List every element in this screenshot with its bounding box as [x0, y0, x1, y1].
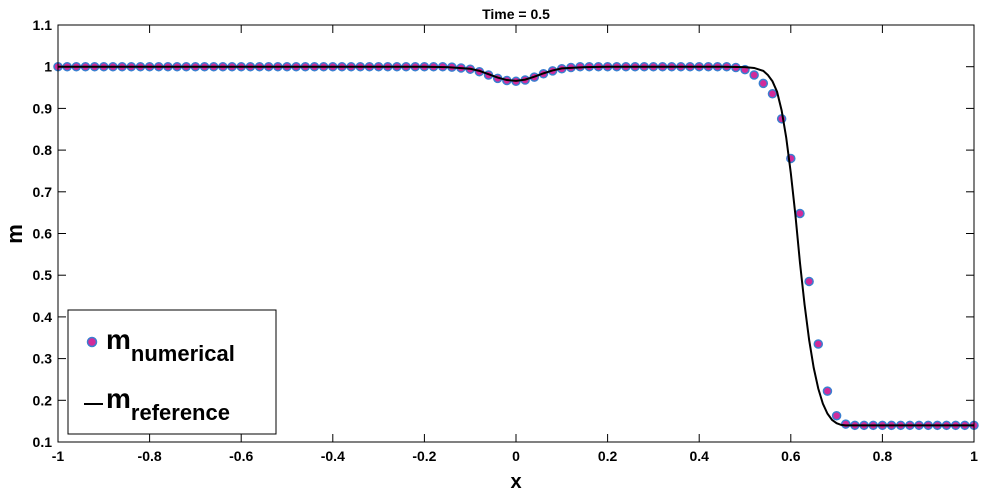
legend-numerical-sub: numerical: [131, 341, 235, 366]
reference-line: [58, 65, 974, 427]
y-tick-label: 0.9: [33, 100, 53, 116]
x-tick-label: 0.8: [873, 448, 893, 464]
x-tick-label: 1: [970, 448, 978, 464]
y-tick-label: 0.3: [33, 351, 53, 367]
numerical-point: [795, 208, 805, 219]
x-tick-label: -0.6: [229, 448, 253, 464]
x-tick-label: 0: [512, 448, 520, 464]
x-tick-label: -0.2: [412, 448, 436, 464]
y-tick-label: 1: [44, 59, 52, 75]
numerical-point: [767, 89, 778, 99]
legend-reference-sub: reference: [131, 400, 230, 425]
y-tick-label: 0.4: [33, 309, 53, 325]
legend-numerical-main: m: [106, 324, 131, 355]
numerical-point: [749, 70, 759, 80]
x-tick-label: 0.4: [689, 448, 709, 464]
x-tick-label: -0.4: [321, 448, 345, 464]
legend: mnumerical mreference: [67, 309, 277, 435]
x-tick-label: -0.8: [138, 448, 162, 464]
y-tick-label: 0.6: [33, 226, 53, 242]
x-axis-label: x: [510, 471, 521, 493]
legend-label-numerical: mnumerical: [106, 324, 235, 366]
x-tick-label: 0.6: [781, 448, 801, 464]
axis-ticks: -1 -0.8 -0.6 -0.4 -0.2 0 0.2 0.4 0.6 0.8 1 0.1 0.2 0.…: [33, 17, 979, 464]
numerical-point: [822, 386, 833, 396]
legend-marker-numerical: [86, 336, 98, 348]
numerical-point: [758, 78, 769, 89]
y-axis-label: m: [2, 224, 27, 244]
numerical-point: [831, 410, 842, 421]
y-tick-label: 0.5: [33, 267, 53, 283]
y-tick-label: 0.2: [33, 392, 53, 408]
numerical-point: [804, 276, 814, 287]
legend-box: [67, 309, 277, 435]
x-tick-label: -1: [52, 448, 65, 464]
y-tick-label: 0.8: [33, 142, 53, 158]
numerical-point: [813, 339, 824, 349]
chart-title: Time = 0.5: [482, 6, 550, 22]
legend-reference-main: m: [106, 383, 131, 414]
y-tick-label: 0.1: [33, 434, 53, 450]
legend-label-reference: mreference: [106, 383, 230, 425]
y-tick-label: 1.1: [33, 17, 53, 33]
y-tick-label: 0.7: [33, 184, 53, 200]
x-tick-label: 0.2: [598, 448, 618, 464]
